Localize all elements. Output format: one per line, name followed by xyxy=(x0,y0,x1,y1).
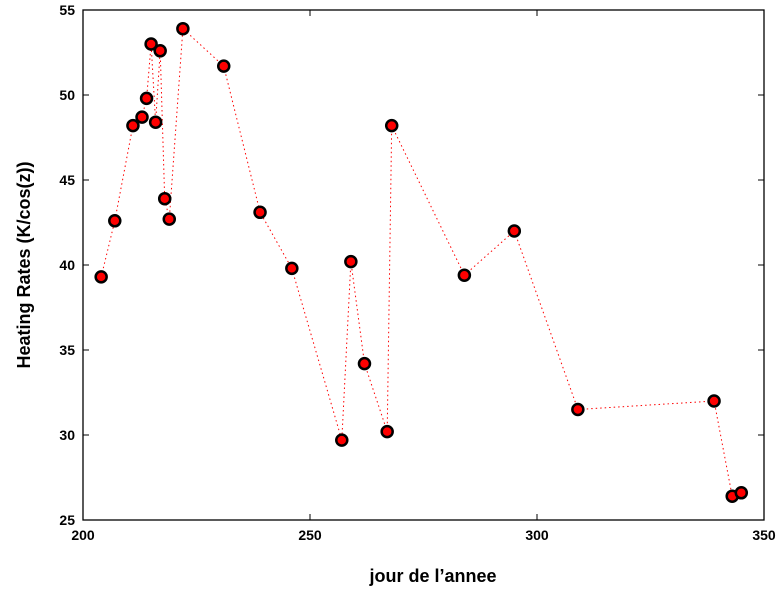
data-point xyxy=(457,268,472,282)
x-axis-title: jour de l’annee xyxy=(368,566,496,586)
data-point xyxy=(253,205,267,220)
data-point xyxy=(335,433,349,447)
y-axis-title: Heating Rates (K/cos(z)) xyxy=(14,161,34,368)
data-point xyxy=(157,191,172,206)
data-point xyxy=(135,110,149,124)
data-point xyxy=(357,356,372,371)
y-tick-label: 25 xyxy=(59,512,75,528)
data-point xyxy=(108,214,122,228)
data-point xyxy=(176,21,190,36)
data-point xyxy=(153,44,167,58)
data-point xyxy=(126,118,140,133)
data-points xyxy=(94,21,749,503)
y-tick-label: 40 xyxy=(59,257,75,273)
data-point xyxy=(571,402,585,417)
data-point xyxy=(216,59,231,73)
data-point xyxy=(344,254,358,269)
data-point xyxy=(162,212,177,226)
y-tick-label: 35 xyxy=(59,342,75,358)
data-point xyxy=(148,115,163,129)
x-tick-label: 250 xyxy=(298,527,322,543)
data-point xyxy=(144,37,158,51)
data-point xyxy=(380,424,394,439)
x-tick-label: 350 xyxy=(752,527,776,543)
y-tick-label: 45 xyxy=(59,172,75,188)
y-tick-label: 30 xyxy=(59,427,75,443)
data-point xyxy=(707,394,721,408)
y-tick-label: 55 xyxy=(59,2,75,18)
data-point xyxy=(734,486,749,500)
plot-frame xyxy=(82,9,765,521)
data-point xyxy=(384,118,399,133)
axis-ticks: 200 250 300 350 25 30 35 40 45 50 55 xyxy=(59,2,775,543)
data-point xyxy=(285,261,299,276)
y-tick-label: 50 xyxy=(59,87,75,103)
data-point xyxy=(139,91,154,106)
x-tick-label: 300 xyxy=(525,527,549,543)
x-tick-label: 200 xyxy=(71,527,95,543)
data-point xyxy=(94,270,108,284)
data-point xyxy=(507,224,522,238)
